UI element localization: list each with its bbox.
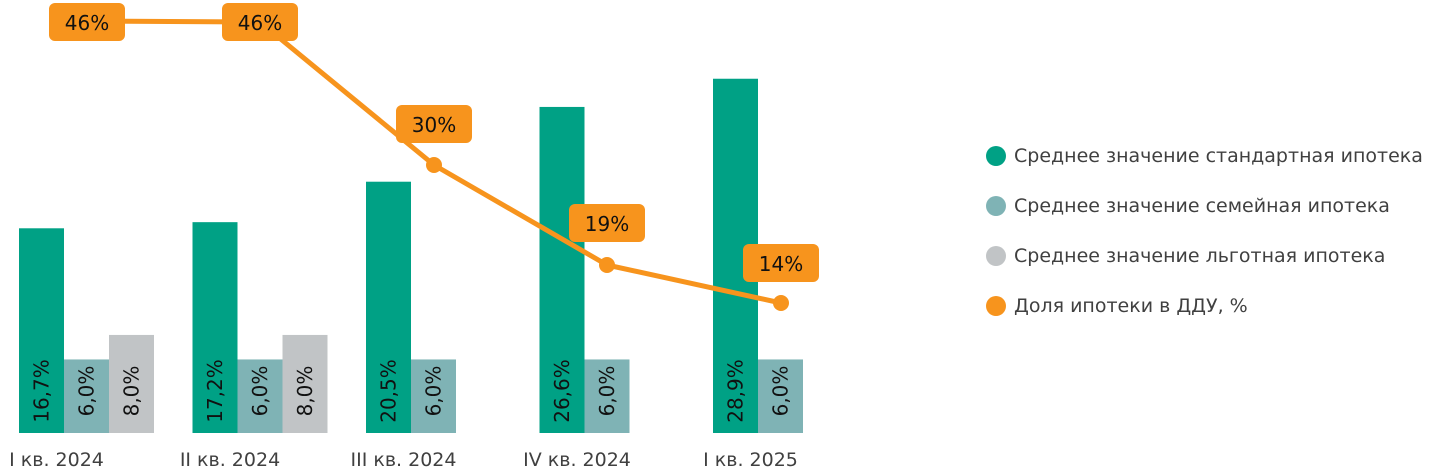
bar-standard-4 <box>539 106 585 433</box>
bar-label-standard-1: 16,7% <box>30 359 54 423</box>
bar-label-family-3: 6,0% <box>422 366 446 417</box>
legend-marker-share <box>986 296 1006 316</box>
share-label-3: 30% <box>412 113 456 137</box>
bar-label-family-1: 6,0% <box>75 366 99 417</box>
bar-family-3 <box>411 359 456 433</box>
bar-label-preferential-2: 8,0% <box>293 366 317 417</box>
share-callout-4 <box>569 204 645 242</box>
bar-standard-1 <box>19 228 64 433</box>
bar-label-standard-5: 28,9% <box>724 359 748 423</box>
x-axis-label-2: II кв. 2024 <box>180 449 280 471</box>
share-label-2: 46% <box>238 11 282 35</box>
x-axis-label-4: IV кв. 2024 <box>523 449 631 471</box>
share-line <box>69 18 784 306</box>
share-point-3 <box>426 157 442 173</box>
bar-label-standard-4: 26,6% <box>550 359 574 423</box>
legend-label-share: Доля ипотеки в ДДУ, % <box>1014 295 1248 317</box>
legend-item-family: Среднее значение семейная ипотека <box>986 194 1423 218</box>
x-axis-label-5: I кв. 2025 <box>703 449 798 471</box>
legend-item-preferential: Среднее значение льготная ипотека <box>986 244 1423 268</box>
chart: 16,7% 6,0% 8,0% 17,2% 6,0% 8,0% 20,5% 6,0% 26,6%… <box>9 3 819 471</box>
bar-family-4 <box>584 359 630 433</box>
legend-marker-standard <box>986 146 1006 166</box>
x-axis-labels: I кв. 2024 II кв. 2024 III кв. 2024 IV кв. … <box>9 449 798 471</box>
bar-label-family-5: 6,0% <box>769 366 793 417</box>
x-axis-label-3: III кв. 2024 <box>351 449 457 471</box>
bar-labels-layer: 16,7% 6,0% 8,0% 17,2% 6,0% 8,0% 20,5% 6,0% 26,6%… <box>30 359 793 423</box>
legend-label-standard: Среднее значение стандартная ипотека <box>1014 145 1423 167</box>
bar-label-family-4: 6,0% <box>595 366 619 417</box>
share-line-layer: 46% 46% 30% 19% 14% <box>49 3 819 311</box>
share-point-4 <box>599 257 615 273</box>
x-axis-label-1: I кв. 2024 <box>9 449 104 471</box>
bars-layer <box>19 78 803 433</box>
legend-label-preferential: Среднее значение льготная ипотека <box>1014 245 1386 267</box>
bar-standard-3 <box>366 181 411 433</box>
legend-item-share: Доля ипотеки в ДДУ, % <box>986 294 1423 318</box>
share-callout-3 <box>396 105 472 143</box>
legend-marker-family <box>986 196 1006 216</box>
share-callout-5 <box>743 244 819 282</box>
bar-family-1 <box>64 359 109 433</box>
bar-family-5 <box>758 359 803 433</box>
legend: Среднее значение стандартная ипотека Сре… <box>986 144 1423 344</box>
legend-item-standard: Среднее значение стандартная ипотека <box>986 144 1423 168</box>
bar-label-preferential-1: 8,0% <box>120 366 144 417</box>
share-label-1: 46% <box>65 11 109 35</box>
bar-label-standard-2: 17,2% <box>203 359 227 423</box>
share-callout-2 <box>222 3 298 41</box>
share-point-5 <box>773 295 789 311</box>
bar-preferential-2 <box>282 334 328 433</box>
bar-standard-2 <box>192 222 238 433</box>
legend-marker-preferential <box>986 246 1006 266</box>
share-label-4: 19% <box>585 212 629 236</box>
share-label-5: 14% <box>759 252 803 276</box>
share-callout-1 <box>49 3 125 41</box>
bar-label-standard-3: 20,5% <box>377 359 401 423</box>
bar-preferential-1 <box>109 334 154 433</box>
bar-family-2 <box>237 359 283 433</box>
legend-label-family: Среднее значение семейная ипотека <box>1014 195 1390 217</box>
bar-label-family-2: 6,0% <box>248 366 272 417</box>
